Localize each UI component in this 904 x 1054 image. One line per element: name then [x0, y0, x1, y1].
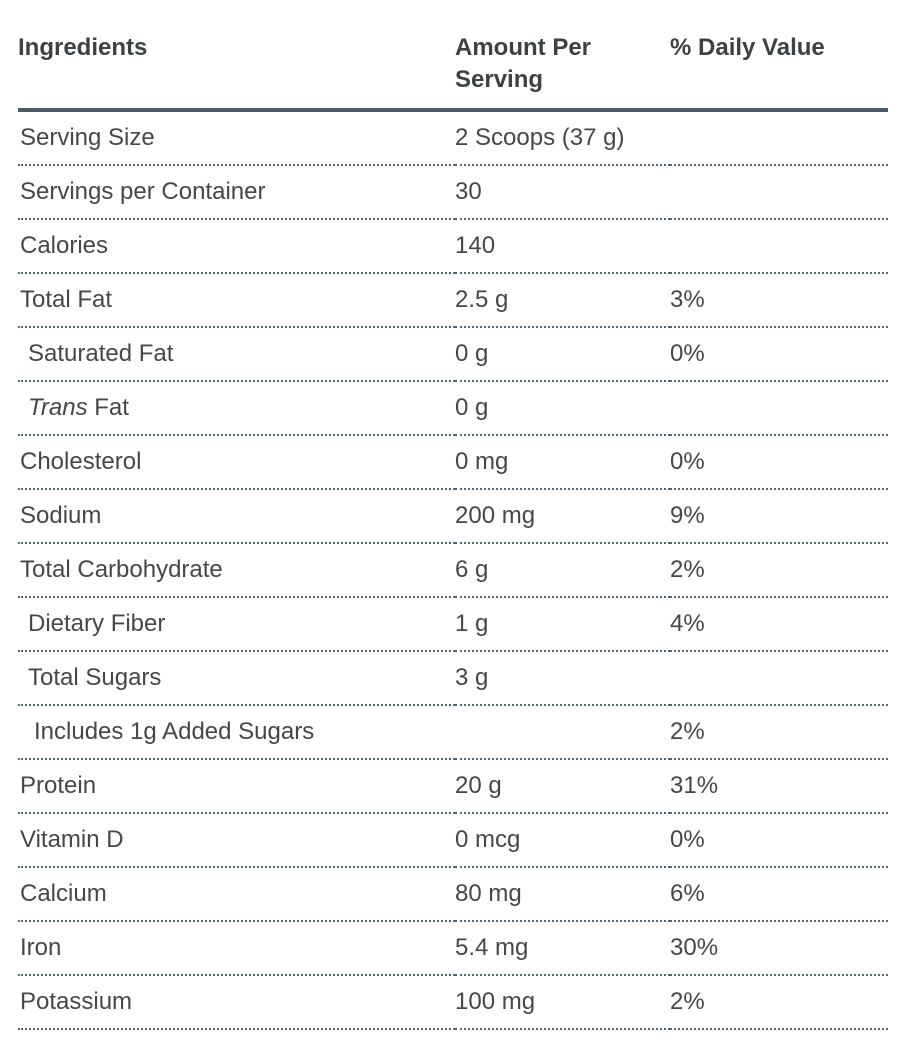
table-row-saturated-fat: Saturated Fat 0 g 0%: [18, 327, 888, 382]
table-row-dietary-fiber: Dietary Fiber 1 g 4%: [18, 597, 888, 652]
ingredient-label: Total Carbohydrate: [18, 543, 455, 598]
ingredient-label: Cholesterol: [18, 435, 455, 490]
amount-value: 20 g: [455, 759, 670, 814]
daily-value: 30%: [670, 921, 888, 976]
table-row-calories: Calories 140: [18, 219, 888, 274]
trans-fat-text: Fat: [87, 394, 129, 421]
table-row-trans-fat: Trans Fat 0 g: [18, 381, 888, 436]
ingredient-label: Total Fat: [18, 273, 455, 328]
table-row-potassium: Potassium 100 mg 2%: [18, 975, 888, 1030]
amount-value: 2 Scoops (37 g): [455, 110, 670, 166]
amount-value: 80 mg: [455, 867, 670, 922]
nutrition-facts-table: Ingredients Amount Per Serving % Daily V…: [18, 20, 888, 1030]
amount-value: 6 g: [455, 543, 670, 598]
trans-italic-text: Trans: [28, 394, 88, 421]
table-row-total-sugars: Total Sugars 3 g: [18, 651, 888, 706]
daily-value: 0%: [670, 813, 888, 868]
daily-value: 2%: [670, 975, 888, 1030]
amount-value: 100 mg: [455, 975, 670, 1030]
daily-value: 31%: [670, 759, 888, 814]
table-row-protein: Protein 20 g 31%: [18, 759, 888, 814]
amount-value: 1 g: [455, 597, 670, 652]
table-row-calcium: Calcium 80 mg 6%: [18, 867, 888, 922]
daily-value: 3%: [670, 273, 888, 328]
daily-value: [670, 165, 888, 220]
daily-value: [670, 219, 888, 274]
daily-value: 6%: [670, 867, 888, 922]
amount-value: 0 g: [455, 327, 670, 382]
amount-value: 30: [455, 165, 670, 220]
ingredient-label: Calcium: [18, 867, 455, 922]
table-header-row: Ingredients Amount Per Serving % Daily V…: [18, 20, 888, 112]
table-row-total-fat: Total Fat 2.5 g 3%: [18, 273, 888, 328]
ingredient-label: Calories: [18, 219, 455, 274]
column-header-amount-text: Amount Per Serving: [455, 34, 592, 93]
amount-value: 2.5 g: [455, 273, 670, 328]
daily-value: [670, 381, 888, 436]
amount-value: 200 mg: [455, 489, 670, 544]
ingredient-label: Trans Fat: [18, 381, 455, 436]
column-header-ingredients: Ingredients: [18, 20, 455, 112]
column-header-amount-per-serving: Amount Per Serving: [455, 20, 670, 112]
daily-value: [670, 651, 888, 706]
ingredient-label: Iron: [18, 921, 455, 976]
daily-value: 0%: [670, 435, 888, 490]
ingredient-label: Serving Size: [18, 110, 455, 166]
amount-value: [455, 705, 670, 760]
amount-value: 140: [455, 219, 670, 274]
table-row-cholesterol: Cholesterol 0 mg 0%: [18, 435, 888, 490]
amount-value: 5.4 mg: [455, 921, 670, 976]
ingredient-label: Includes 1g Added Sugars: [18, 705, 455, 760]
daily-value: 0%: [670, 327, 888, 382]
daily-value: 2%: [670, 543, 888, 598]
ingredient-label: Servings per Container: [18, 165, 455, 220]
daily-value: 4%: [670, 597, 888, 652]
ingredient-label: Dietary Fiber: [18, 597, 455, 652]
column-header-daily-value: % Daily Value: [670, 20, 888, 112]
table-row-added-sugars: Includes 1g Added Sugars 2%: [18, 705, 888, 760]
amount-value: 3 g: [455, 651, 670, 706]
daily-value: [670, 110, 888, 166]
table-row-servings-per-container: Servings per Container 30: [18, 165, 888, 220]
ingredient-label: Total Sugars: [18, 651, 455, 706]
amount-value: 0 mcg: [455, 813, 670, 868]
table-row-total-carbohydrate: Total Carbohydrate 6 g 2%: [18, 543, 888, 598]
table-row-sodium: Sodium 200 mg 9%: [18, 489, 888, 544]
daily-value: 2%: [670, 705, 888, 760]
daily-value: 9%: [670, 489, 888, 544]
amount-value: 0 mg: [455, 435, 670, 490]
amount-value: 0 g: [455, 381, 670, 436]
ingredient-label: Vitamin D: [18, 813, 455, 868]
ingredient-label: Potassium: [18, 975, 455, 1030]
ingredient-label: Protein: [18, 759, 455, 814]
ingredient-label: Sodium: [18, 489, 455, 544]
table-row-vitamin-d: Vitamin D 0 mcg 0%: [18, 813, 888, 868]
table-row-iron: Iron 5.4 mg 30%: [18, 921, 888, 976]
ingredient-label: Saturated Fat: [18, 327, 455, 382]
table-row-serving-size: Serving Size 2 Scoops (37 g): [18, 110, 888, 166]
